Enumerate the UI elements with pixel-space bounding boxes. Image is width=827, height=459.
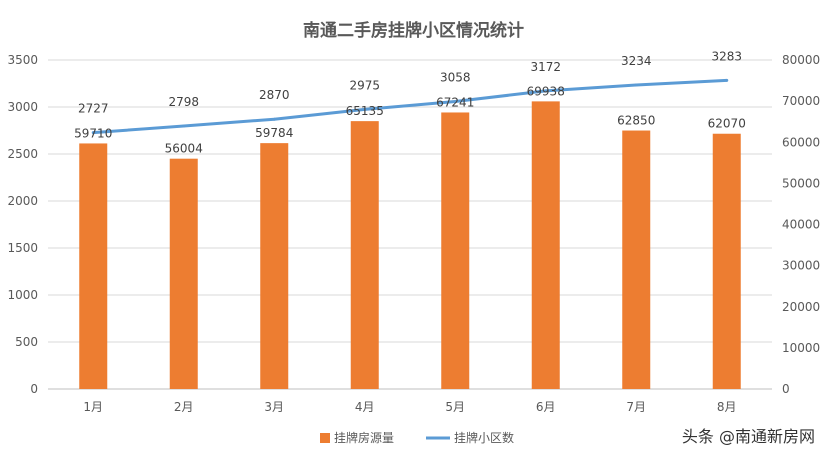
y-left-tick-label: 500 [15,335,38,349]
legend-line-label: 挂牌小区数 [454,430,514,445]
line-point [453,100,457,104]
line-point [725,78,729,82]
line-data-label: 2975 [349,78,380,92]
y-left-tick-label: 0 [30,382,38,396]
chart-title: 南通二手房挂牌小区情况统计 [303,21,524,41]
y-right-tick-label: 80000 [782,53,820,67]
bar [350,121,379,389]
x-tick-label: 4月 [355,400,375,414]
line-point [272,117,276,121]
bar [712,133,741,389]
bar-data-label: 67241 [436,95,474,109]
bar-data-label: 56004 [165,142,203,156]
line-point [634,83,638,87]
y-right-tick-label: 0 [782,382,790,396]
legend-bar-swatch [320,433,330,443]
line-point [91,131,95,135]
x-tick-label: 2月 [174,400,194,414]
x-tick-label: 7月 [626,400,646,414]
bar-data-label: 59784 [255,126,293,140]
y-right-tick-label: 20000 [782,300,820,314]
y-left-tick-label: 2500 [7,147,38,161]
bar-data-label: 69938 [527,84,565,98]
y-left-tick-label: 3000 [7,100,38,114]
y-right-tick-label: 10000 [782,341,820,355]
line-data-label: 2798 [168,95,199,109]
y-right-tick-label: 40000 [782,218,820,232]
x-tick-label: 6月 [536,400,556,414]
bar-data-label: 59710 [74,126,112,140]
y-left-tick-label: 1500 [7,241,38,255]
bar [622,130,651,390]
x-tick-label: 1月 [83,400,103,414]
bar-data-label: 65135 [346,104,384,118]
bar-data-label: 62850 [617,114,655,128]
bar [260,143,289,389]
series-line [93,78,727,135]
watermark: 头条 @南通新房网 [681,427,815,446]
bar [531,101,560,389]
y-left-tick-label: 2000 [7,194,38,208]
bar [79,143,108,389]
y-left-tick-label: 3500 [7,53,38,67]
x-tick-label: 8月 [717,400,737,414]
line-point [363,107,367,111]
line-data-label: 2727 [78,102,109,116]
line-point [544,89,548,93]
x-tick-label: 3月 [264,400,284,414]
bar [441,112,470,390]
y-right-tick-label: 30000 [782,259,820,273]
y-right-tick-label: 60000 [782,135,820,149]
bar [169,158,198,389]
line-data-label: 3172 [530,60,561,74]
legend-bar-label: 挂牌房源量 [334,430,394,445]
y-right-tick-label: 50000 [782,176,820,190]
bar-data-label: 62070 [708,117,746,131]
line-data-label: 3283 [711,49,742,63]
line-data-label: 3058 [440,71,471,85]
y-right-tick-label: 70000 [782,94,820,108]
line-data-label: 3234 [621,54,652,68]
line-point [182,124,186,128]
y-left-tick-label: 1000 [7,288,38,302]
line-data-label: 2870 [259,88,290,102]
x-tick-label: 5月 [445,400,465,414]
